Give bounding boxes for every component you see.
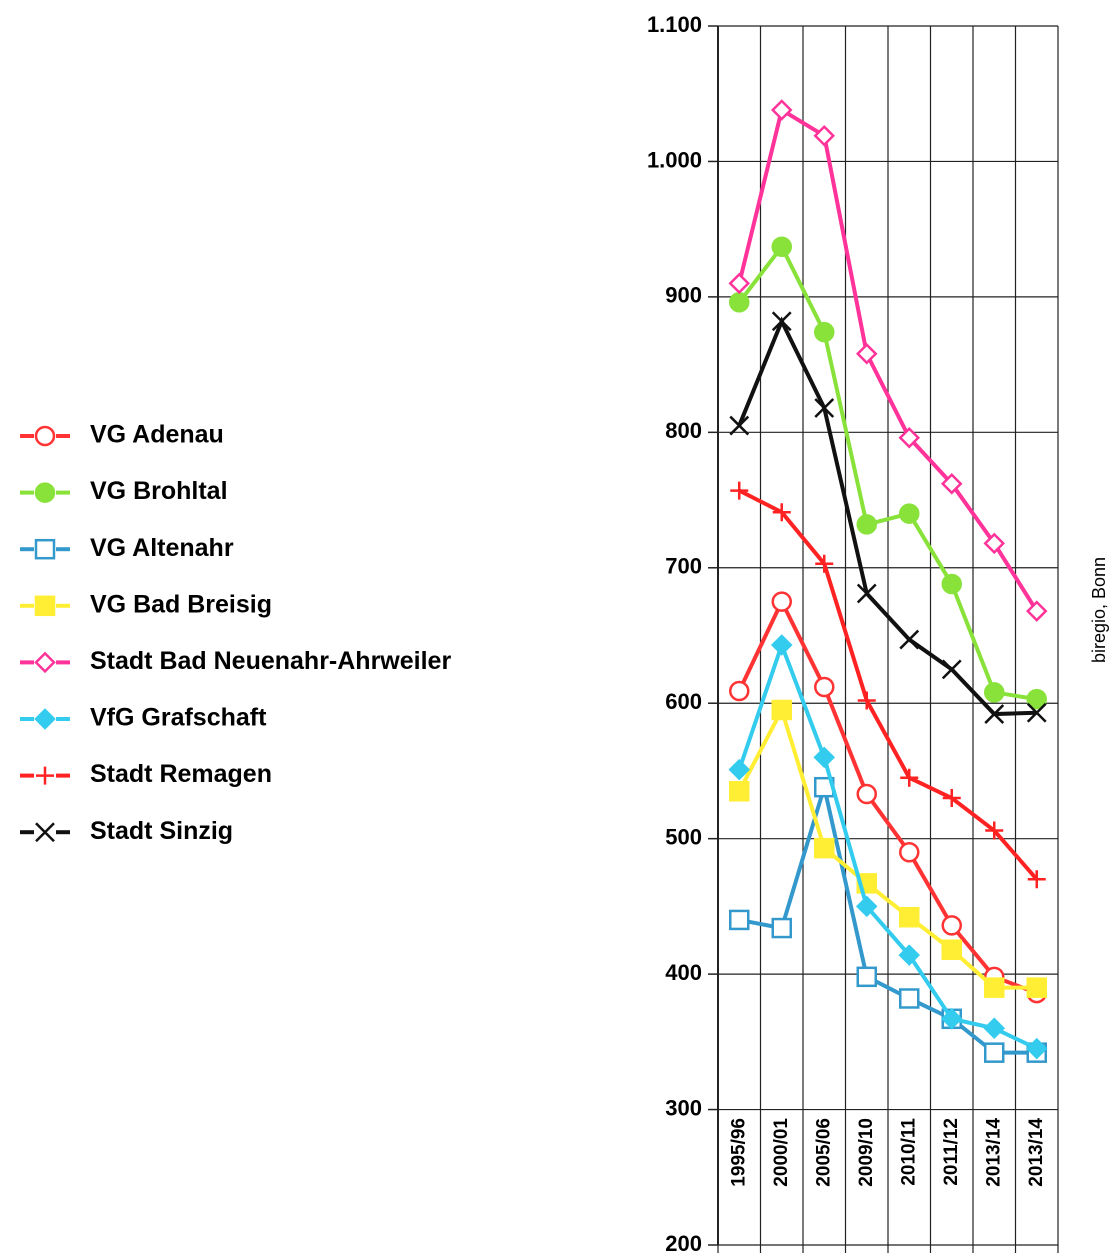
legend-label: VG Adenau [90,421,224,449]
legend-label: Stadt Remagen [90,760,272,788]
y-tick-label: 700 [665,554,702,579]
marker [771,699,792,721]
legend-label: VG Brohltal [90,477,228,505]
x-tick-label: 2000/01 [771,1118,792,1187]
marker [729,680,750,702]
y-tick-label: 800 [665,418,702,443]
marker [771,311,792,332]
marker [814,676,835,698]
y-tick-label: 300 [665,1095,702,1120]
marker [856,783,877,805]
marker [899,906,920,928]
marker [1026,702,1047,723]
series-line [737,243,1038,702]
marker [984,704,1005,724]
marker [941,939,962,960]
x-tick-label: 2013/14 [1026,1118,1047,1187]
marker [898,426,921,449]
series-line [737,597,1038,995]
marker [1025,1037,1048,1060]
marker [984,977,1005,998]
source-note: biregio, Bonn [1089,557,1109,663]
y-tick-label: 900 [665,283,702,308]
marker [900,768,919,787]
series-line [738,488,1039,881]
marker [985,821,1004,840]
marker [984,682,1005,703]
legend-label: Stadt Sinzig [90,817,233,845]
marker [940,473,963,495]
marker [770,99,793,121]
marker [941,573,962,595]
marker [771,917,792,939]
x-tick-label: 2005/06 [813,1118,834,1187]
marker [899,629,920,650]
marker [813,124,836,147]
marker [34,482,56,503]
marker [770,634,793,656]
marker [34,708,56,730]
marker [729,415,750,436]
x-tick-label: 2010/11 [898,1118,919,1186]
marker [983,1017,1006,1040]
marker [771,236,792,258]
series-line [737,106,1039,613]
marker [899,503,920,524]
marker [940,1008,963,1030]
marker [899,841,920,863]
marker [813,746,836,769]
marker [898,944,921,966]
marker [814,837,835,859]
y-tick-label: 500 [665,824,702,849]
marker [771,591,792,612]
marker [728,272,751,295]
marker [36,766,54,785]
marker [814,398,835,418]
marker [729,292,750,313]
marker [1027,870,1046,889]
legend-label: Stadt Bad Neuenahr-Ahrweiler [90,647,451,675]
y-tick-label: 200 [665,1231,702,1256]
marker [728,758,751,781]
marker [941,915,962,936]
marker [942,789,961,808]
marker [983,532,1006,555]
marker [855,343,878,365]
marker [1026,688,1047,710]
legend-label: VfG Grafschaft [90,704,267,732]
marker [857,691,876,710]
marker [34,425,56,447]
marker [729,909,750,931]
marker [34,595,56,617]
x-tick-label: 2013/14 [983,1118,1004,1187]
x-tick-label: 1995/96 [728,1118,749,1187]
marker [772,503,791,522]
y-tick-label: 1.100 [647,12,702,37]
marker [35,822,55,843]
marker [729,781,750,802]
y-tick-label: 1.000 [647,147,702,172]
marker [855,895,878,918]
marker [815,554,834,573]
marker [730,481,749,500]
marker [34,538,56,560]
marker [856,966,877,988]
y-tick-label: 400 [665,960,702,985]
x-tick-label: 2009/10 [856,1118,877,1187]
marker [1026,977,1047,998]
marker [899,988,920,1009]
marker [1025,600,1048,622]
marker [856,583,877,604]
marker [941,659,962,680]
marker [984,1042,1005,1063]
marker [34,651,56,674]
legend-label: VG Bad Breisig [90,590,272,618]
legend-label: VG Altenahr [90,534,234,562]
y-tick-label: 600 [665,689,702,714]
marker [814,321,835,343]
x-tick-label: 2011/12 [941,1118,962,1186]
marker [856,514,877,535]
